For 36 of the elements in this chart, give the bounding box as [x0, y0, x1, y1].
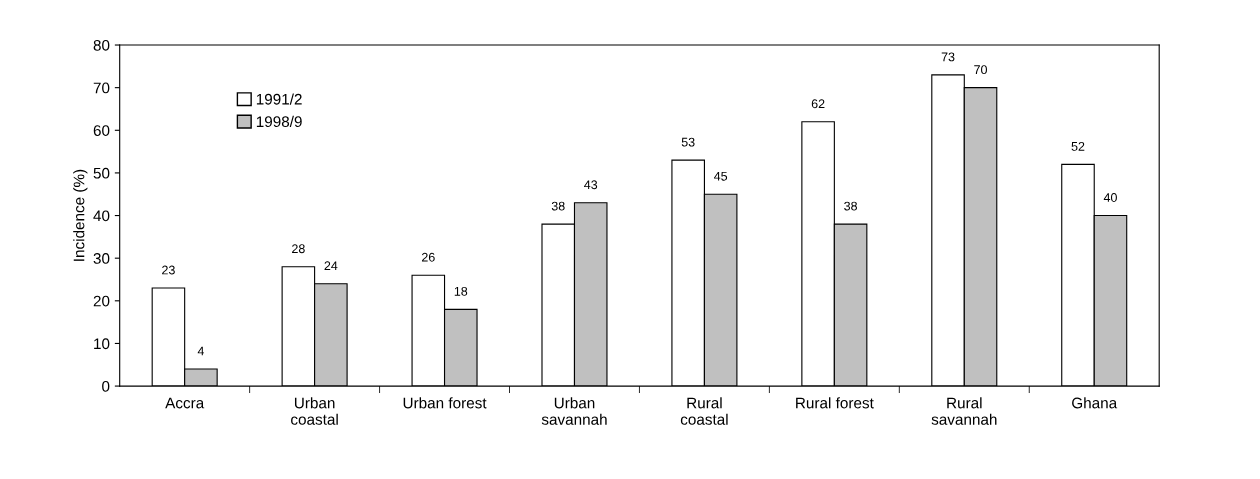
- y-tick-label: 60: [93, 125, 110, 136]
- legend-label: 1991/2: [256, 93, 302, 105]
- data-label: 73: [941, 52, 955, 62]
- data-label: 24: [324, 261, 338, 271]
- data-label: 23: [162, 265, 175, 275]
- data-label: 70: [974, 65, 987, 75]
- data-label: 38: [551, 201, 565, 211]
- y-tick-label: 50: [93, 167, 110, 179]
- y-tick-label: 40: [93, 210, 110, 222]
- y-axis-title: Incidence (%): [73, 169, 88, 261]
- data-label: 53: [681, 137, 695, 147]
- y-tick-label: 30: [93, 253, 110, 264]
- legend-label: 1998/9: [256, 115, 302, 128]
- data-label: 18: [454, 286, 468, 296]
- x-tick-label: Urban forest: [403, 397, 487, 409]
- data-label: 52: [1071, 141, 1085, 151]
- x-tick-label: Rural savannah: [931, 397, 997, 425]
- y-tick-label: 70: [93, 82, 110, 94]
- x-tick-label: Rural coastal: [680, 397, 728, 425]
- data-label: 4: [197, 346, 205, 356]
- data-label: 40: [1103, 193, 1117, 202]
- x-tick-label: Accra: [165, 397, 205, 409]
- data-label: 28: [292, 244, 305, 254]
- data-label: 43: [584, 180, 598, 190]
- x-tick-label: Ghana: [1072, 397, 1118, 409]
- data-label: 62: [811, 99, 825, 109]
- data-label: 26: [421, 252, 435, 262]
- y-tick-label: 20: [93, 295, 110, 307]
- x-tick-label: Urban coastal: [291, 397, 338, 425]
- x-tick-label: Urban savannah: [541, 397, 607, 425]
- x-tick-label: Rural forest: [796, 397, 874, 409]
- y-tick-label: 80: [93, 39, 110, 51]
- data-label: 38: [844, 201, 858, 211]
- data-label: 45: [714, 171, 728, 181]
- y-tick-label: 10: [94, 338, 110, 350]
- y-tick-label: 0: [102, 380, 110, 392]
